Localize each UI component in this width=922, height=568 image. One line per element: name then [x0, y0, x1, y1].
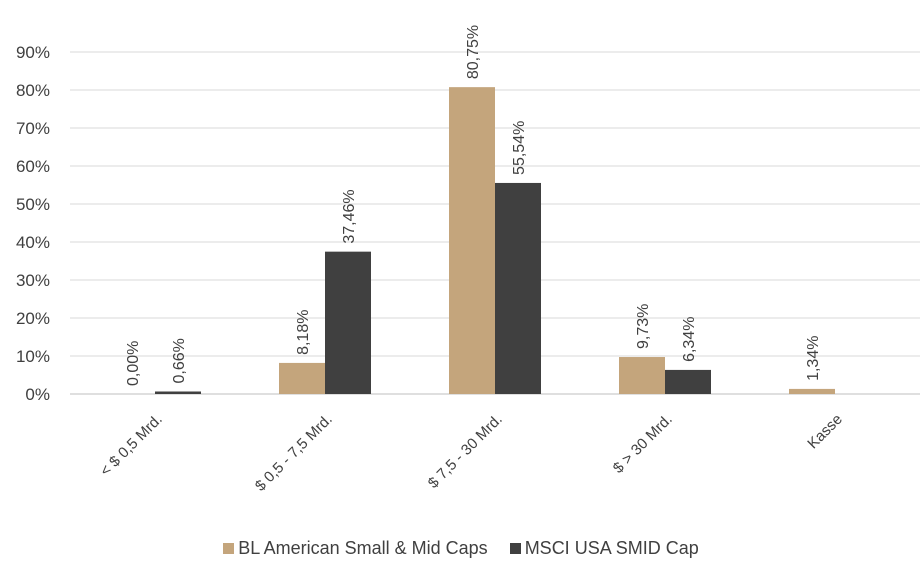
- bar-chart: 0% 10% 20% 30% 40% 50% 60% 70% 80% 90% 0,00% 0,66%…: [16, 25, 920, 495]
- data-label: 8,18%: [295, 310, 312, 355]
- y-tick-label: 80%: [16, 81, 50, 100]
- y-tick-label: 0%: [25, 385, 50, 404]
- legend-swatch-bl-american: [223, 543, 235, 554]
- y-tick-label: 30%: [16, 271, 50, 290]
- y-tick-label: 50%: [16, 195, 50, 214]
- bars: [155, 87, 835, 395]
- data-labels: 0,00% 0,66% 8,18% 37,46% 80,75% 55,54% 9,73% 6,…: [125, 25, 822, 386]
- data-label: 80,75%: [465, 25, 482, 79]
- y-tick-label: 90%: [16, 43, 50, 62]
- data-label: 55,54%: [511, 121, 528, 175]
- data-label: 1,34%: [805, 336, 822, 381]
- x-axis: < $ 0,5 Mrd. $ 0,5 - 7,5 Mrd. $ 7,5 - 30 M…: [97, 411, 846, 495]
- data-label: 0,66%: [171, 338, 188, 383]
- bar: [619, 357, 665, 394]
- bar: [495, 182, 541, 394]
- bar: [449, 87, 495, 395]
- data-label: 6,34%: [681, 317, 698, 362]
- legend-item-msci: MSCI USA SMID Cap: [509, 538, 699, 559]
- data-label: 0,00%: [125, 341, 142, 386]
- x-category-label: $ 0,5 - 7,5 Mrd.: [252, 411, 336, 495]
- legend-swatch-msci: [509, 543, 521, 554]
- bar: [789, 388, 835, 394]
- y-tick-label: 70%: [16, 119, 50, 138]
- y-tick-label: 40%: [16, 233, 50, 252]
- data-label: 9,73%: [635, 304, 652, 349]
- bar: [279, 362, 325, 394]
- legend-label-msci: MSCI USA SMID Cap: [524, 538, 699, 558]
- x-category-label: < $ 0,5 Mrd.: [97, 411, 166, 480]
- x-category-label: $ 7,5 - 30 Mrd.: [425, 411, 506, 492]
- y-tick-label: 20%: [16, 309, 50, 328]
- legend-item-bl-american: BL American Small & Mid Caps: [223, 538, 488, 559]
- y-axis: 0% 10% 20% 30% 40% 50% 60% 70% 80% 90%: [16, 43, 50, 404]
- data-label: 37,46%: [341, 189, 358, 243]
- x-category-label: $ > 30 Mrd.: [610, 411, 676, 477]
- bar: [665, 369, 711, 394]
- x-category-label: Kasse: [804, 411, 846, 453]
- bar: [325, 251, 371, 394]
- legend: BL American Small & Mid Caps MSCI USA SM…: [0, 538, 922, 559]
- legend-label-bl-american: BL American Small & Mid Caps: [238, 538, 488, 558]
- y-tick-label: 10%: [16, 347, 50, 366]
- bar: [155, 391, 201, 394]
- y-tick-label: 60%: [16, 157, 50, 176]
